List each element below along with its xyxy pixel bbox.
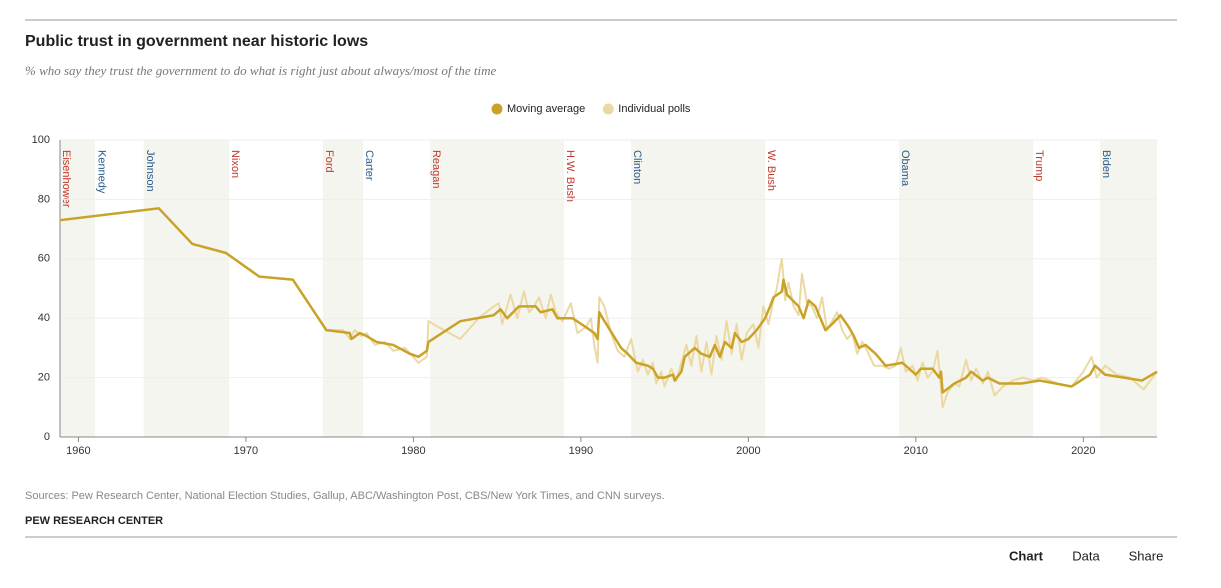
- presidency-band: [322, 140, 364, 437]
- presidency-label: Carter: [363, 150, 375, 181]
- source: Sources: Pew Research Center, National E…: [25, 490, 665, 502]
- presidency-label: Reagan: [430, 150, 442, 189]
- y-tick-label: 80: [38, 193, 50, 205]
- presidency-label: Kennedy: [95, 150, 107, 194]
- legend-label: Moving average: [507, 103, 585, 115]
- presidency-label: Clinton: [631, 150, 643, 184]
- presidency-label: Trump: [1033, 150, 1045, 181]
- presidency-label: Obama: [899, 150, 911, 187]
- y-tick-label: 20: [38, 372, 50, 384]
- presidency-band: [899, 140, 1034, 437]
- presidency-band: [430, 140, 565, 437]
- tab[interactable]: Data: [1072, 548, 1100, 563]
- y-tick-label: 100: [32, 134, 50, 146]
- x-tick-label: 1960: [66, 445, 90, 457]
- presidency-band: [1100, 140, 1157, 437]
- x-tick-label: 1980: [401, 445, 425, 457]
- presidency-label: Nixon: [229, 150, 241, 178]
- presidency-band: [143, 140, 230, 437]
- presidency-label: Eisenhower: [60, 150, 72, 208]
- legend-label: Individual polls: [618, 103, 691, 115]
- tab[interactable]: Share: [1129, 548, 1164, 563]
- y-tick-label: 40: [38, 312, 50, 324]
- presidency-label: Ford: [323, 150, 335, 173]
- y-tick-label: 60: [38, 253, 50, 265]
- x-tick-label: 2010: [904, 445, 928, 457]
- x-tick-label: 1990: [569, 445, 593, 457]
- legend-swatch: [491, 103, 503, 115]
- presidency-label: W. Bush: [765, 150, 777, 191]
- x-tick-label: 2020: [1071, 445, 1095, 457]
- chart-title: Public trust in government near historic…: [25, 33, 368, 50]
- chart-subtitle: % who say they trust the government to d…: [25, 63, 496, 78]
- presidency-band: [60, 140, 96, 437]
- publisher: PEW RESEARCH CENTER: [25, 515, 163, 527]
- presidency-label: H.W. Bush: [564, 150, 576, 202]
- legend: Moving average Individual polls: [491, 103, 691, 115]
- legend-swatch: [602, 103, 614, 115]
- x-tick-label: 2000: [736, 445, 760, 457]
- y-tick-label: 0: [44, 431, 50, 443]
- presidency-band: [631, 140, 766, 437]
- presidency-label: Biden: [1100, 150, 1112, 178]
- tab[interactable]: Chart: [1009, 548, 1044, 563]
- presidency-label: Johnson: [144, 150, 156, 192]
- x-tick-label: 1970: [234, 445, 258, 457]
- series-line: [59, 207, 1158, 394]
